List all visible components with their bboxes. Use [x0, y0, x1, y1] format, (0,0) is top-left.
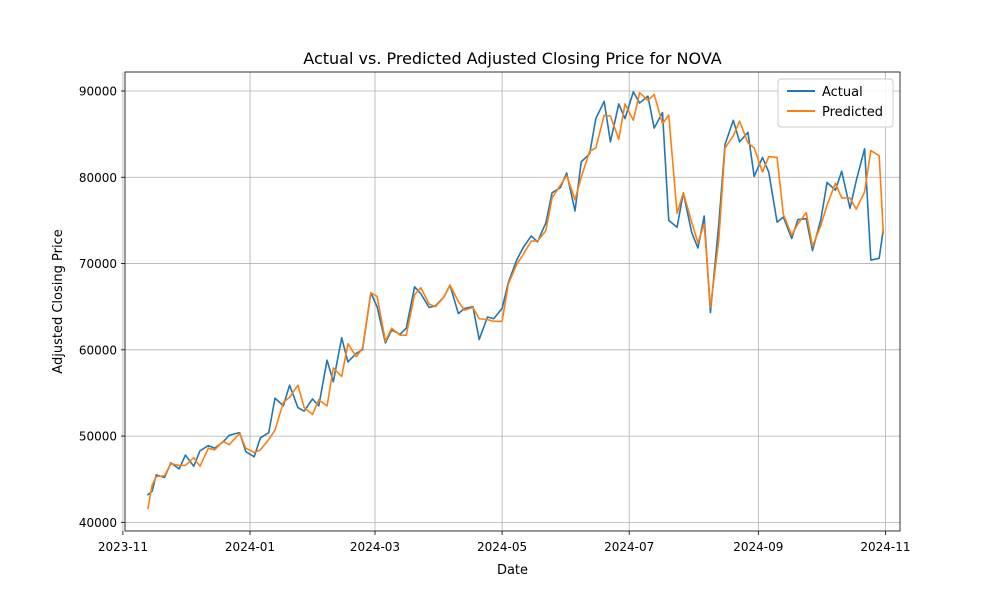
y-tick-label: 80000	[79, 171, 117, 185]
series-line-actual	[147, 91, 885, 496]
y-tick-label: 40000	[79, 516, 117, 530]
y-tick-label: 70000	[79, 257, 117, 271]
x-axis-label: Date	[497, 563, 528, 578]
x-tick-label: 2023-11	[98, 540, 148, 554]
x-tick-label: 2024-05	[477, 540, 527, 554]
y-tick-label: 50000	[79, 430, 117, 444]
x-tick-label: 2024-09	[733, 540, 783, 554]
y-tick-label: 60000	[79, 343, 117, 357]
y-axis-label: Adjusted Closing Price	[51, 229, 66, 373]
series-layer	[147, 91, 885, 510]
series-line-predicted	[147, 91, 885, 510]
x-tick-label: 2024-07	[604, 540, 654, 554]
axes: 2023-11 2024-01 2024-03 2024-05 2024-07 2024-…	[79, 84, 911, 554]
x-tick-label: 2024-01	[225, 540, 275, 554]
y-tick-label: 90000	[79, 84, 117, 98]
legend-label-actual: Actual	[822, 85, 863, 100]
x-tick-label: 2024-11	[860, 540, 910, 554]
chart-title: Actual vs. Predicted Adjusted Closing Pr…	[303, 49, 721, 68]
legend: Actual Predicted	[777, 78, 894, 128]
legend-label-predicted: Predicted	[822, 105, 883, 120]
x-tick-label: 2024-03	[350, 540, 400, 554]
plot-frame	[124, 71, 901, 532]
